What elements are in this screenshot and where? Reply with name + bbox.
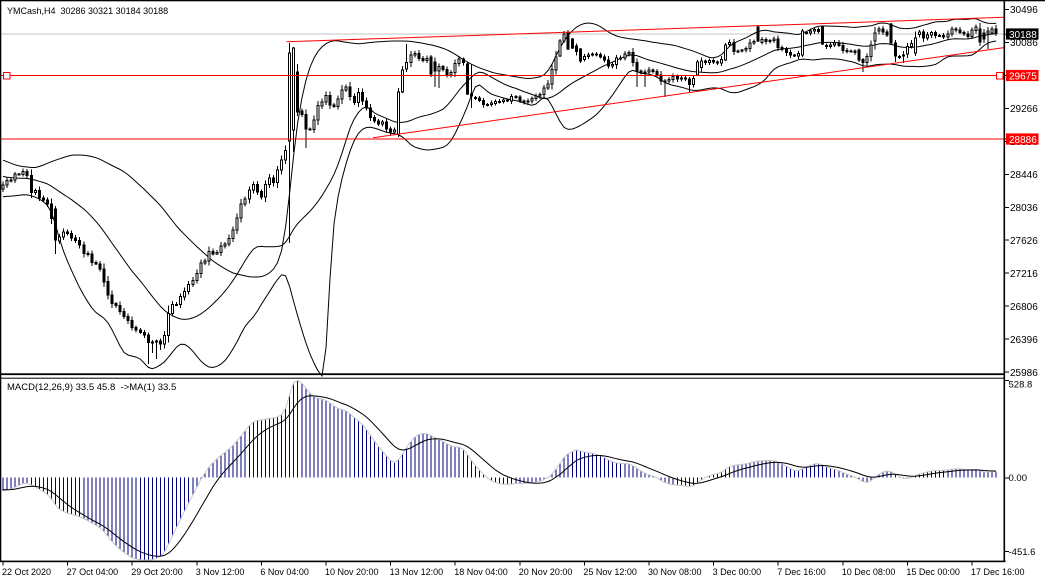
svg-text:27216: 27216	[1010, 269, 1038, 280]
svg-text:MACD(12,26,9) 33.5 45.8 ->MA(: MACD(12,26,9) 33.5 45.8 ->MA(1) 33.5	[7, 382, 176, 393]
svg-text:29 Oct 20:00: 29 Oct 20:00	[131, 567, 183, 577]
svg-text:13 Nov 12:00: 13 Nov 12:00	[390, 567, 444, 577]
svg-text:26396: 26396	[1010, 335, 1038, 346]
svg-text:25986: 25986	[1010, 368, 1038, 379]
svg-text:26806: 26806	[1010, 302, 1038, 313]
svg-text:3 Dec 00:00: 3 Dec 00:00	[713, 567, 762, 577]
svg-text:3 Nov 12:00: 3 Nov 12:00	[196, 567, 245, 577]
svg-text:28886: 28886	[1009, 135, 1037, 146]
svg-text:29675: 29675	[1009, 71, 1037, 82]
svg-text:30086: 30086	[1010, 38, 1038, 49]
svg-text:YMCash,H4 30286 30321 30184 3: YMCash,H4 30286 30321 30184 30188	[7, 6, 168, 16]
svg-text:30 Nov 08:00: 30 Nov 08:00	[648, 567, 702, 577]
svg-text:27626: 27626	[1010, 236, 1038, 247]
svg-text:22 Oct 2020: 22 Oct 2020	[2, 567, 51, 577]
svg-text:10 Dec 08:00: 10 Dec 08:00	[842, 567, 896, 577]
svg-text:0.00: 0.00	[1009, 473, 1028, 484]
svg-text:10 Nov 20:00: 10 Nov 20:00	[325, 567, 379, 577]
svg-text:20 Nov 20:00: 20 Nov 20:00	[519, 567, 573, 577]
svg-text:-451.6: -451.6	[1009, 547, 1036, 558]
svg-text:18 Nov 04:00: 18 Nov 04:00	[454, 567, 508, 577]
svg-text:528.8: 528.8	[1009, 380, 1033, 391]
svg-text:6 Nov 04:00: 6 Nov 04:00	[260, 567, 309, 577]
svg-text:25 Nov 12:00: 25 Nov 12:00	[583, 567, 637, 577]
svg-text:28446: 28446	[1010, 170, 1038, 181]
svg-text:29266: 29266	[1010, 104, 1038, 115]
svg-text:17 Dec 16:00: 17 Dec 16:00	[971, 567, 1025, 577]
svg-text:28036: 28036	[1010, 203, 1038, 214]
svg-text:27 Oct 04:00: 27 Oct 04:00	[67, 567, 119, 577]
svg-text:15 Dec 00:00: 15 Dec 00:00	[906, 567, 960, 577]
svg-text:7 Dec 16:00: 7 Dec 16:00	[777, 567, 826, 577]
svg-text:30496: 30496	[1010, 5, 1038, 16]
svg-text:30188: 30188	[1009, 30, 1037, 41]
